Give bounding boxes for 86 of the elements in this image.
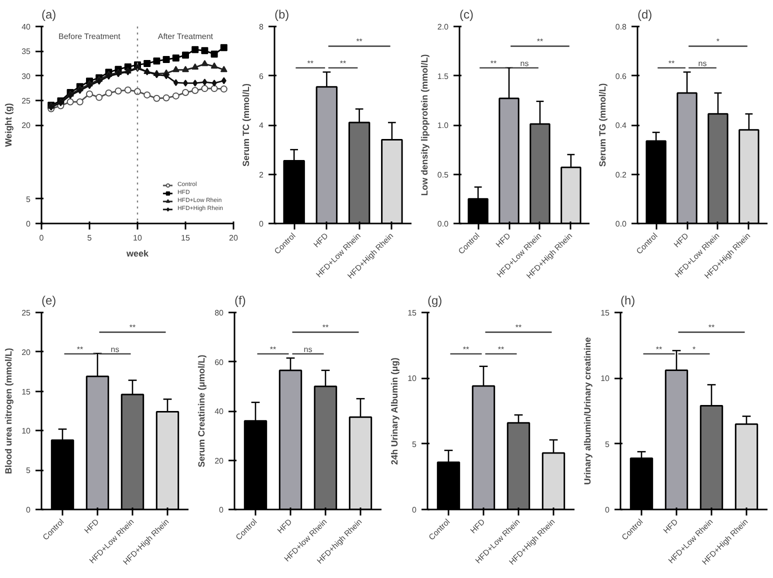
y-tick-label: 0 [219,506,224,514]
annotation: ** [490,58,497,68]
y-tick-label: 15 [408,308,418,318]
x-tick-label: 15 [181,234,190,242]
y-tick-label: 1.5 [437,72,450,81]
annotation: ns [698,58,707,68]
y-tick-label: 8 [259,22,264,32]
annotation: ** [536,37,544,46]
y-tick-label: 2 [259,170,264,180]
y-axis-title: Low density lipoprotein (mmol/L) [419,54,430,196]
y-tick-label: 0.0 [615,220,628,228]
annotation: ns [520,58,529,68]
y-axis-title: Serum TG (mmol/L) [597,83,608,167]
y-tick-label: 30 [22,72,32,81]
y-tick-label: 0.5 [437,170,450,180]
annotation: Before Treatment [58,32,122,41]
y-tick-label: 20 [22,121,32,130]
y-tick-label: 0 [412,506,418,514]
y-tick-label: 25 [22,308,32,318]
y-axis-title: Weight (g) [4,103,14,147]
annotation: ** [270,344,276,354]
y-tick-label: 6 [259,72,264,81]
y-tick-label: 40 [22,22,32,32]
chart-title: (h) [620,294,636,308]
y-tick-label: 0 [26,220,32,228]
y-tick-label: 25 [22,96,32,106]
annotation: ** [76,344,84,354]
y-tick-label: 10 [600,374,610,384]
y-axis-title: Serum Creatinine (μmol/L) [196,354,207,468]
annotation: ** [340,58,346,68]
annotation: ** [498,344,504,354]
y-tick-label: 2.0 [437,22,450,32]
annotation: ** [322,323,329,332]
chart-title: (g) [428,294,442,308]
y-tick-label: 0.6 [615,72,628,81]
annotation: ** [708,323,715,332]
y-tick-label: 5 [412,440,418,449]
y-axis-title: 24h Urinary Albumin (μg) [390,358,400,465]
annotation: After Treatment [158,32,214,41]
y-tick-label: 15 [600,308,610,318]
annotation: * [716,37,720,46]
chart-title: (a) [42,8,56,22]
y-axis-title: Urinary albumin/Urinary creatinine [582,337,593,485]
y-tick-label: 0 [26,506,32,514]
y-tick-label: 0 [605,506,610,514]
annotation: * [692,344,696,354]
chart-title: (e) [42,294,56,308]
annotation: ** [656,344,662,354]
annotation: ** [356,37,362,46]
y-tick-label: 20 [214,456,224,466]
y-tick-label: 20 [22,348,32,357]
y-tick-label: 1.0 [437,121,450,130]
y-tick-label: 5 [26,466,32,476]
annotation: ** [307,58,314,68]
x-tick-label: 20 [229,234,238,242]
annotation: ns [304,344,312,354]
y-tick-label: 0.8 [615,22,628,32]
x-tick-label: 5 [87,234,92,242]
y-tick-label: 80 [214,308,224,318]
y-tick-label: 4 [259,121,264,130]
y-axis-title: Serum TC (mmol/L) [241,83,252,166]
y-axis-title: Blood urea nitrogen (mmol/L) [4,348,14,474]
annotation: ** [129,323,136,332]
x-axis-title: week [125,248,150,258]
chart-title: (f) [234,294,246,308]
y-tick-label: 5 [605,440,610,449]
x-tick-label: 10 [133,234,142,242]
chart-title: (d) [638,8,652,22]
y-tick-label: 60 [214,358,224,367]
y-tick-label: 10 [408,374,418,384]
annotation: ** [515,323,522,332]
y-tick-label: 5 [26,194,32,204]
y-tick-label: 0 [259,220,264,228]
y-tick-label: 40 [214,407,224,416]
y-tick-label: 0.4 [615,121,628,130]
y-tick-label: 10 [22,426,32,436]
x-tick-label: 0 [39,234,44,242]
y-tick-label: 0.2 [615,170,628,180]
annotation: ** [462,344,470,354]
annotation: ns [110,344,120,354]
y-tick-label: 0.0 [437,220,450,228]
annotation: ** [668,58,675,68]
chart-title: (b) [274,8,290,22]
y-tick-label: 15 [22,387,32,396]
y-tick-label: 35 [22,47,32,56]
chart-title: (c) [460,8,474,22]
